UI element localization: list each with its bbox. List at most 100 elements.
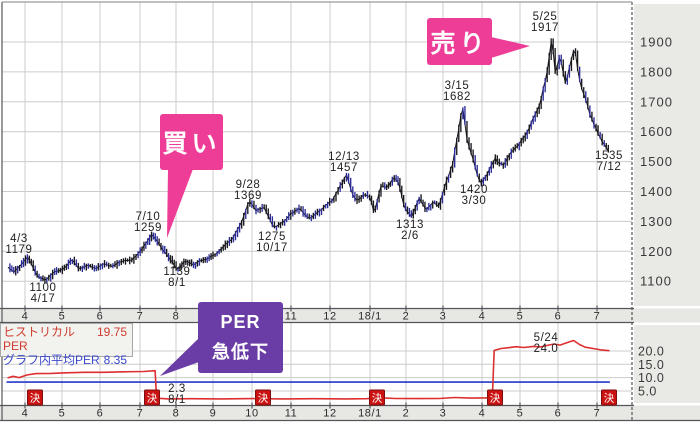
annotation-line: 9/28 [236,179,261,191]
candlestick-series [7,38,609,283]
month-label-top: 18/1 [358,311,382,323]
annotation-line: 1100 [29,282,56,294]
sell-callout-pointer [491,37,530,58]
month-label-top: 11 [285,311,298,323]
month-label-top: 6 [97,311,104,323]
annotation-line: 7/10 [136,211,161,223]
gridlines [2,2,632,405]
month-label-bottom: 6 [555,408,562,420]
month-label-bottom: 6 [97,408,104,420]
legend-historical-per-value: 19.75 [96,325,127,339]
per-drop-callout-pointer [160,338,199,376]
settlement-marker-label: 決 [30,393,41,405]
month-label-bottom: 3 [440,408,447,420]
month-label-top: 6 [555,311,562,323]
month-label-bottom: 8 [173,408,180,420]
annotation-line: 24.0 [534,343,559,355]
month-label-bottom: 4 [22,408,29,420]
buy-callout: 買い [160,114,223,170]
settlement-marker-label: 決 [147,393,158,405]
settlement-marker-box [255,389,271,406]
month-label-top: 5 [59,311,66,323]
settlement-marker-label: 決 [258,393,269,405]
month-label-bottom: 18/1 [358,408,382,420]
annotation-line: 3/15 [445,80,470,92]
month-label-top: 5 [517,311,524,323]
annotation-line: 8/1 [168,277,186,289]
legend-average-per-value: 8.35 [103,353,127,367]
settlement-marker-box [369,389,385,406]
background-regions [0,4,700,421]
per-legend: ヒストリカルPER 19.75 グラフ内平均PER 8.35 [0,323,133,367]
annotation-line: 1313 [396,219,424,231]
data-annotations: 4/3117911004/177/10125911398/19/28136912… [5,11,623,406]
month-label-top: 2 [403,311,410,323]
month-band-top [0,308,700,323]
annotation-line: 1682 [443,91,471,103]
settlement-marker-box [144,389,160,406]
per-axis-label: 5.0 [638,385,657,399]
price-axis-label: 1700 [640,94,673,109]
annotation-line: 8/1 [168,394,186,406]
price-axis-label: 1600 [640,124,673,139]
settlement-marker-label: 決 [604,393,615,405]
settlement-marker-box [487,389,503,406]
settlement-marker-label: 決 [372,393,383,405]
month-label-bottom: 5 [59,408,66,420]
annotation-line: 1917 [531,22,559,34]
annotation-line: 2/6 [401,230,419,242]
annotation-line: 1275 [258,231,286,243]
price-axis-label: 1100 [640,274,672,289]
price-path [7,41,609,281]
annotation-line: 5/25 [533,11,558,23]
buy-callout-pointer [167,169,193,238]
sell-callout-label: 売り [430,29,489,58]
month-label-top: 7 [137,311,144,323]
price-axis-label: 1400 [640,184,673,199]
month-label-top: 4 [479,311,486,323]
annotation-line: 1139 [163,266,190,278]
annotation-line: 1369 [234,190,262,202]
annotation-line: 1535 [595,150,623,162]
price-axis-label: 1300 [640,214,673,229]
month-label-bottom: 5 [517,408,524,420]
per-axis-label: 15.0 [638,358,664,372]
settlement-marker-label: 決 [490,393,501,405]
settlement-marker-box [601,389,617,406]
month-label-bottom: 7 [137,408,144,420]
month-label-bottom: 4 [479,408,486,420]
month-label-bottom: 12 [323,408,336,420]
callout-pointers [160,37,530,376]
axis-labels: 44556677889910101111121218/118/122334455… [22,35,673,420]
price-axis-label: 1900 [640,35,673,50]
price-axis-label: 1200 [640,244,673,259]
legend-average-per-label: グラフ内平均PER [3,353,100,367]
per-drop-line1: PER [220,311,261,332]
month-label-top: 8 [173,311,180,323]
month-label-bottom: 2 [403,408,410,420]
annotation-line: 1179 [5,244,32,256]
annotation-line: 2.3 [168,383,186,395]
annotation-line: 10/17 [256,242,288,254]
month-label-bottom: 10 [245,408,258,420]
annotation-line: 7/12 [597,161,622,173]
per-axis-label: 10.0 [638,371,664,385]
annotation-line: 1259 [134,222,162,234]
annotation-line: 3/30 [462,195,487,207]
per-drop-callout: PER 急低下 [198,302,283,373]
month-label-top: 7 [594,311,601,323]
annotation-line: 4/3 [10,233,28,245]
month-label-top: 12 [323,311,336,323]
price-axis-label: 1500 [640,154,673,169]
annotation-line: 12/13 [328,151,360,163]
settlement-markers: 決決決決決決 [27,389,617,406]
annotation-line: 1420 [460,184,488,196]
annotation-line: 4/17 [31,293,56,305]
buy-callout-label: 買い [162,130,221,158]
sell-callout: 売り [427,18,492,65]
price-axis-label: 1800 [640,64,673,79]
per-drop-line2: 急低下 [212,341,269,362]
